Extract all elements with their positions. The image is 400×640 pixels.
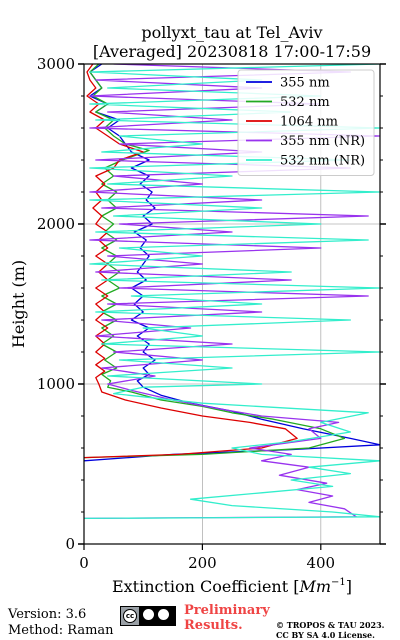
legend-label: 1064 nm — [280, 115, 338, 130]
x-tick-label: 400 — [306, 554, 335, 572]
chart-title-line1: pollyxt_tau at Tel_Aviv — [141, 23, 322, 42]
version-text: Version: 3.6 — [8, 607, 87, 622]
series-line-355-nm — [84, 64, 380, 462]
copyright-text: © TROPOS & TAU 2023. CC BY SA 4.0 Licens… — [276, 620, 384, 640]
copyright-line2: CC BY SA 4.0 License. — [276, 630, 375, 640]
copyright-line1: © TROPOS & TAU 2023. — [276, 620, 385, 630]
legend-label: 532 nm (NR) — [280, 154, 365, 169]
y-tick-label: 3000 — [37, 55, 75, 73]
preliminary-line2: Results. — [184, 618, 243, 633]
y-axis-label: Height (m) — [9, 260, 28, 348]
x-tick-label: 0 — [79, 554, 89, 572]
method-text: Method: Raman — [8, 623, 114, 638]
x-tick-label: 200 — [188, 554, 217, 572]
legend: 355 nm 532 nm 1064 nm 355 nm (NR) 532 nm (NR… — [237, 69, 375, 176]
plot-frame — [83, 63, 381, 545]
series-lines — [84, 64, 380, 520]
series-line-532-nm-nr — [84, 64, 380, 520]
series-line-1064-nm — [84, 64, 298, 459]
extinction-profile-chart: pollyxt_tau at Tel_Aviv [Averaged] 20230… — [9, 23, 386, 596]
preliminary-results-text: Preliminary Results. — [184, 603, 270, 633]
x-axis-label: Extinction Coefficient [Mm−1] — [112, 577, 352, 596]
legend-label: 532 nm — [280, 95, 330, 110]
axis-ticks: 0 200 400 0 1000 2000 3000 — [37, 55, 386, 572]
y-tick-label: 0 — [65, 535, 75, 553]
series-line-532-nm — [84, 64, 346, 459]
cc-by-sa-icon: cc — [120, 606, 176, 626]
preliminary-line1: Preliminary — [184, 603, 270, 618]
legend-label: 355 nm (NR) — [280, 134, 365, 149]
y-tick-label: 1000 — [37, 375, 75, 393]
legend-label: 355 nm — [280, 76, 330, 91]
y-tick-label: 2000 — [37, 215, 75, 233]
chart-title-line2: [Averaged] 20230818 17:00-17:59 — [93, 42, 371, 61]
legend-box — [237, 69, 375, 176]
